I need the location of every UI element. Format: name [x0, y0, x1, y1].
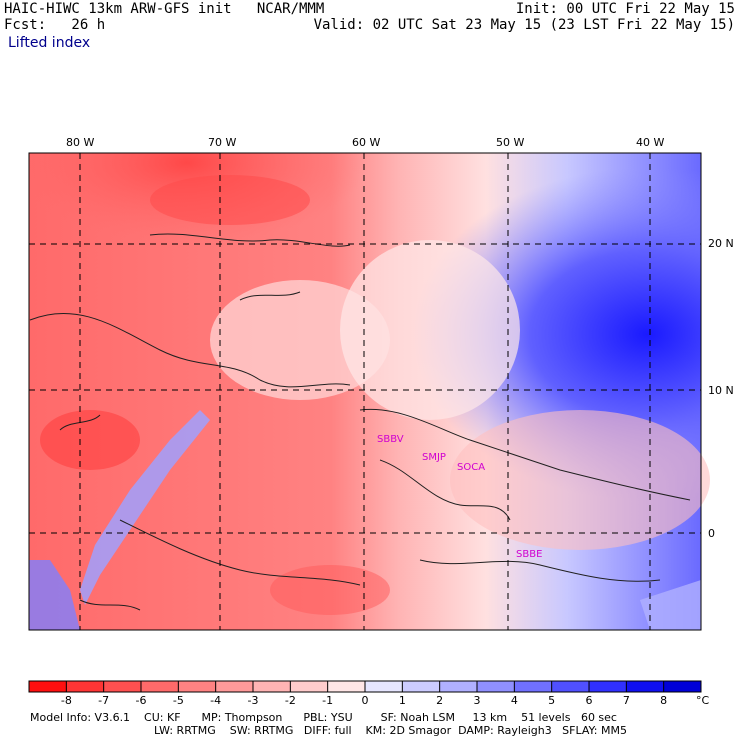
colorbar-tick-label: -6 — [135, 694, 147, 707]
colorbar-tick-label: 1 — [398, 694, 406, 707]
station-sbbe: SBBE — [516, 549, 542, 560]
colorbar-swatch — [215, 681, 254, 692]
model-title: HAIC-HIWC 13km ARW-GFS init NCAR/MMM — [4, 1, 325, 17]
colorbar-tick-label: 5 — [548, 694, 556, 707]
lon-label-60w: 60 W — [352, 136, 381, 149]
colorbar-tick-label: -7 — [98, 694, 110, 707]
colorbar-swatch — [290, 681, 329, 692]
lat-label-20n: 20 N — [708, 237, 734, 250]
colorbar-tick-label: 8 — [660, 694, 668, 707]
lon-label-50w: 50 W — [496, 136, 525, 149]
contours-coastlines — [29, 233, 691, 611]
colorbar-swatch — [514, 681, 553, 692]
model-info-line2: LW: RRTMG SW: RRTMG DIFF: full KM: 2D Sm… — [154, 724, 627, 737]
colorbar-tick-label: 6 — [585, 694, 593, 707]
colorbar-tick-label: 7 — [622, 694, 630, 707]
model-info-line1: Model Info: V3.6.1 CU: KF MP: Thompson P… — [30, 711, 617, 724]
colorbar-swatch — [103, 681, 142, 692]
colorbar-swatch — [626, 681, 665, 692]
colorbar-swatch — [402, 681, 441, 692]
colorbar-tick-label: -2 — [284, 694, 296, 707]
map-frame — [28, 152, 702, 631]
colorbar-tick-label: 2 — [436, 694, 444, 707]
colorbar-tick-label: -4 — [210, 694, 222, 707]
valid-time: Valid: 02 UTC Sat 23 May 15 (23 LST Fri … — [313, 17, 735, 33]
colorbar-tick-label: -1 — [322, 694, 334, 707]
graticule — [29, 153, 701, 630]
colorbar-tick-label: -8 — [60, 694, 72, 707]
colorbar-tick-label: 4 — [510, 694, 518, 707]
colorbar-swatch — [327, 681, 366, 692]
lon-label-40w: 40 W — [636, 136, 665, 149]
init-time: Init: 00 UTC Fri 22 May 15 — [515, 1, 735, 17]
station-soca: SOCA — [457, 462, 485, 473]
lat-label-10n: 10 N — [708, 384, 734, 397]
forecast-hour: Fcst: 26 h — [4, 17, 106, 33]
colorbar-swatch — [29, 681, 67, 692]
lon-label-80w: 80 W — [66, 136, 95, 149]
colorbar-swatch — [663, 681, 702, 692]
colorbar-swatch — [178, 681, 217, 692]
colorbar-tick-label: -3 — [247, 694, 259, 707]
colorbar-swatch — [477, 681, 515, 692]
station-smjp: SMJP — [422, 452, 446, 463]
colorbar-tick-label: -5 — [172, 694, 184, 707]
station-sbbv: SBBV — [377, 434, 404, 445]
colorbar-swatch — [66, 681, 105, 692]
colorbar-swatch — [589, 681, 627, 692]
colorbar-swatch — [141, 681, 179, 692]
lon-label-70w: 70 W — [208, 136, 237, 149]
colorbar-swatch — [365, 681, 403, 692]
colorbar-tick-label: 3 — [473, 694, 481, 707]
colorbar-swatch — [253, 681, 291, 692]
colorbar-unit: °C — [696, 694, 710, 707]
colorbar — [28, 680, 702, 693]
lifted-index-field — [29, 153, 710, 630]
colorbar-swatch — [551, 681, 590, 692]
colorbar-swatch — [439, 681, 478, 692]
colorbar-tick-label: 0 — [361, 694, 369, 707]
field-name: Lifted index — [8, 35, 91, 51]
lat-label-eq: 0 — [708, 527, 715, 540]
